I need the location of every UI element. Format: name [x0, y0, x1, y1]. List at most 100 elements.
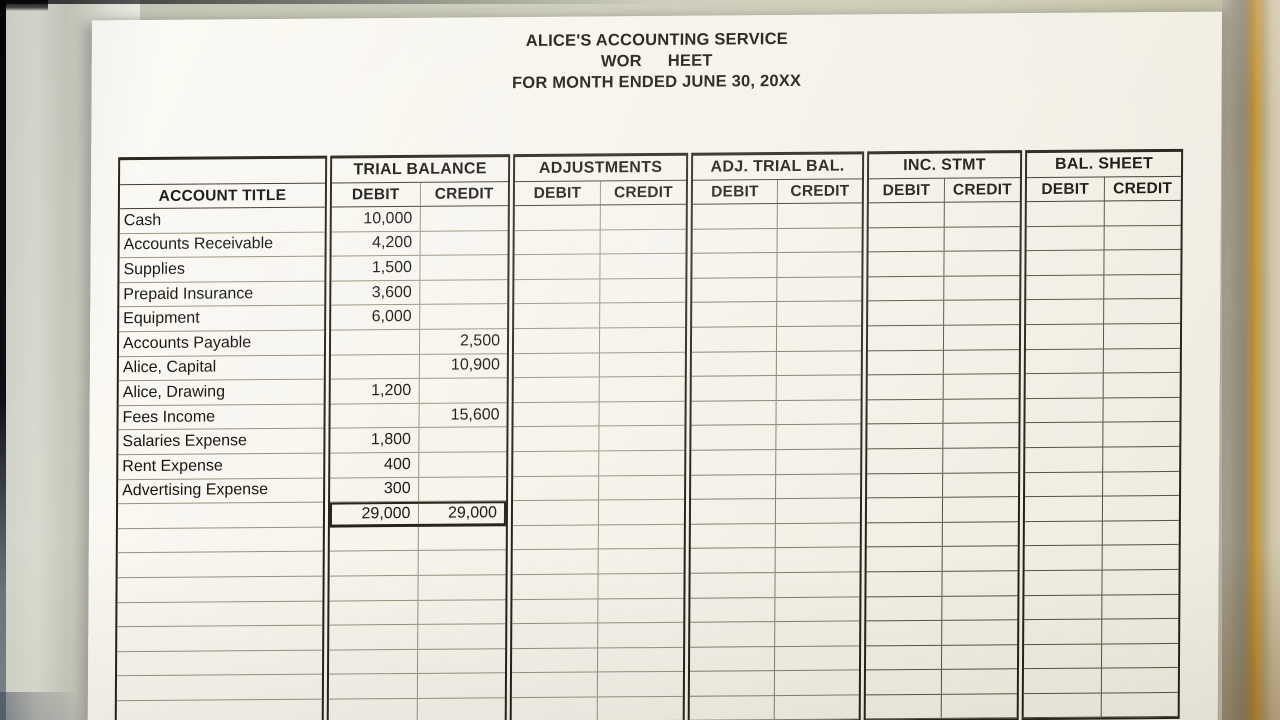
account-cell: Fees Income: [122, 408, 216, 426]
credit-cell: [419, 206, 508, 231]
debit-cell: [692, 376, 776, 400]
debit-cell: [330, 551, 418, 575]
column-header-credit: CREDIT: [943, 178, 1020, 202]
table-row: [868, 202, 1020, 228]
credit-cell: [942, 448, 1019, 473]
section-adj-trial-bal: ADJ. TRIAL BAL. DEBIT CREDIT: [687, 151, 865, 720]
table-row: [691, 473, 861, 500]
debit-cell: [513, 451, 598, 475]
empty-row: [689, 695, 859, 720]
credit-cell: [943, 226, 1020, 251]
credit-cell: [598, 450, 685, 476]
debit-cell: [867, 498, 942, 522]
account-cell: Alice, Capital: [122, 358, 217, 377]
table-row: 3,600: [331, 279, 508, 306]
debit-cell: [867, 400, 942, 424]
debit-cell: [515, 230, 600, 254]
debit-cell: [1024, 669, 1101, 693]
credit-cell: [941, 595, 1018, 620]
credit-cell: [775, 473, 861, 499]
table-row: [513, 450, 685, 477]
debit-cell: [515, 205, 600, 229]
debit-cell: [514, 279, 599, 303]
table-row: [514, 253, 686, 280]
table-row: 15,600: [330, 402, 507, 429]
debit-cell: 3,600: [371, 283, 412, 301]
debit-cell: [1025, 447, 1102, 471]
credit-cell: [940, 694, 1017, 719]
credit-cell: [417, 452, 507, 477]
debit-cell: 4,200: [372, 234, 413, 252]
credit-cell: [1100, 594, 1179, 619]
debit-cell: [691, 524, 775, 548]
table-row: 2,500: [330, 329, 508, 356]
section-adjustments: ADJUSTMENTS DEBIT CREDIT: [509, 152, 689, 720]
debit-cell: [329, 650, 417, 674]
empty-row: [328, 673, 505, 700]
empty-row: [1023, 692, 1178, 719]
credit-cell: [941, 620, 1018, 645]
table-row: [513, 426, 685, 453]
empty-row: [117, 527, 323, 554]
empty-row: [865, 694, 1017, 720]
table-row: [867, 398, 1019, 425]
credit-cell: [1100, 668, 1178, 693]
account-cell: Supplies: [123, 260, 185, 279]
debit-cell: [868, 252, 943, 276]
worksheet-table: ACCOUNT TITLE Cash Accounts Receivable Supp…: [114, 148, 1184, 720]
credit-cell: [1101, 471, 1180, 496]
debit-cell: [513, 525, 598, 549]
debit-cell: [692, 302, 776, 326]
empty-row: [690, 547, 860, 574]
debit-cell: [514, 255, 599, 279]
table-row: [691, 350, 861, 377]
debit-cell: [512, 624, 597, 648]
table-row: [513, 376, 685, 403]
credit-cell: 2,500: [418, 329, 508, 354]
empty-row: [117, 601, 323, 628]
table-row: 300: [330, 476, 507, 503]
empty-row: [1024, 619, 1179, 645]
table-row: 1,200: [330, 378, 507, 405]
debit-cell: [690, 573, 774, 597]
credit-cell: [776, 227, 862, 253]
debit-cell: [691, 425, 775, 449]
credit-cell: [943, 251, 1020, 276]
table-row: 1,800: [330, 427, 507, 454]
credit-cell: [775, 350, 861, 376]
debit-cell: [512, 697, 597, 720]
empty-row: [329, 525, 506, 552]
credit-cell: [940, 669, 1017, 694]
table-row: 10,000: [331, 206, 508, 233]
debit-cell: [1025, 521, 1102, 545]
credit-cell: [1101, 446, 1180, 472]
credit-cell: 15,600: [418, 402, 507, 428]
column-header-debit: DEBIT: [351, 185, 400, 203]
table-row: Alice, Drawing: [118, 379, 324, 406]
debit-cell: [868, 301, 943, 325]
empty-row: [690, 621, 860, 648]
account-cell: Rent Expense: [122, 457, 223, 475]
credit-cell: [416, 698, 505, 720]
worksheet-paper: ALICE'S ACCOUNTING SERVICE WOR HEET FOR M…: [87, 11, 1222, 720]
credit-cell: [418, 378, 507, 403]
credit-cell: [598, 352, 685, 377]
totals-row: [117, 502, 324, 529]
empty-row: [511, 647, 684, 674]
debit-cell: [690, 622, 774, 646]
debit-cell: [866, 670, 941, 694]
table-row: [691, 424, 861, 451]
section-label-blank: [120, 158, 326, 186]
totals-row: [1024, 496, 1180, 522]
credit-cell: [1100, 692, 1178, 718]
table-row: [1026, 250, 1181, 276]
table-row: [1025, 471, 1180, 498]
empty-row: [866, 620, 1018, 647]
credit-cell: [599, 204, 686, 230]
debit-cell: [330, 527, 418, 551]
debit-cell: [691, 548, 775, 572]
table-row: [1026, 225, 1181, 252]
debit-cell: 1,200: [371, 381, 412, 400]
table-row: [514, 204, 686, 231]
column-headers: ACCOUNT TITLE: [119, 183, 326, 210]
